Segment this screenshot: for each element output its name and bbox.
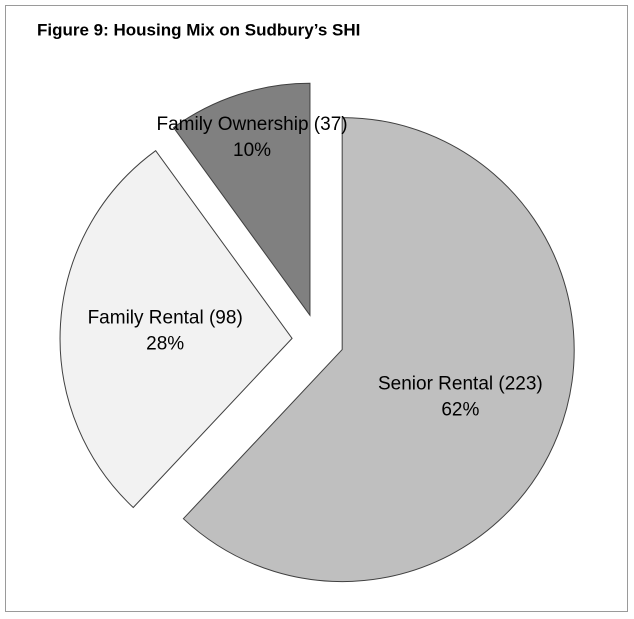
slice-label: Family Rental (98) [88, 307, 243, 328]
slice-label: Senior Rental (223) [378, 373, 543, 394]
pie-slice [172, 82, 311, 317]
slice-label: Family Ownership (37) [156, 114, 347, 135]
pie-slice [182, 117, 575, 583]
pie-slice [59, 149, 293, 509]
slice-value-label: 62% [441, 399, 479, 420]
slice-value-label: 28% [146, 333, 184, 354]
slice-value-label: 10% [233, 140, 271, 161]
chart-title: Figure 9: Housing Mix on Sudbury’s SHI [37, 20, 360, 39]
